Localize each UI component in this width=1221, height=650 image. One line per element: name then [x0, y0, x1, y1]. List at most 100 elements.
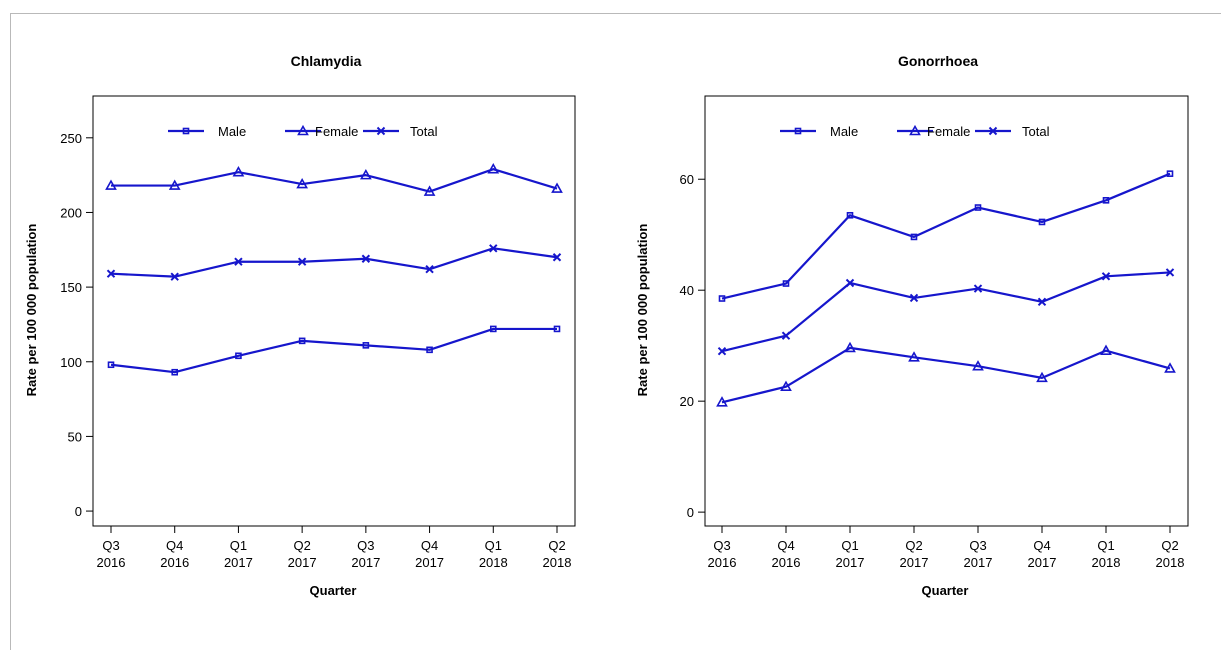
- x-axis-label: Quarter: [310, 583, 357, 598]
- data-point-female: [232, 166, 245, 177]
- data-point-female: [359, 169, 372, 180]
- data-point-total: [1101, 272, 1111, 281]
- data-point-male: [489, 325, 497, 333]
- y-tick-label: 40: [680, 283, 694, 298]
- legend-label-total: Total: [410, 124, 438, 139]
- data-point-male: [1166, 170, 1174, 177]
- series-line-total: [721, 271, 1171, 353]
- x-tick-label: Q1 2018: [1092, 538, 1121, 570]
- data-point-total: [973, 284, 983, 293]
- data-point-female: [423, 185, 436, 196]
- chlamydia-panel: Chlamydia Quarter Rate per 100 000 popul…: [24, 53, 576, 598]
- y-tick-label: 60: [680, 172, 694, 187]
- y-tick-label: 100: [60, 355, 82, 370]
- data-point-total: [425, 264, 434, 274]
- data-point-female: [1100, 344, 1112, 355]
- data-point-total: [361, 254, 371, 263]
- data-point-female: [780, 380, 792, 392]
- data-point-female: [105, 179, 117, 190]
- x-tick-label: Q1 2017: [836, 538, 865, 570]
- data-point-female: [844, 341, 856, 353]
- plot-area: [92, 95, 576, 527]
- data-point-female: [168, 179, 181, 190]
- data-point-male: [782, 280, 790, 287]
- data-point-total: [552, 253, 562, 262]
- y-tick-label: 200: [60, 205, 82, 220]
- legend-marker-female: [297, 124, 309, 136]
- x-tick-label: Q2 2018: [1156, 538, 1185, 570]
- data-point-male: [910, 233, 918, 241]
- data-point-male: [107, 361, 115, 369]
- series-line-female: [111, 168, 558, 193]
- x-tick-label: Q1 2017: [224, 538, 253, 570]
- legend-marker-male: [182, 127, 190, 135]
- x-tick-label: Q3 2016: [708, 538, 737, 570]
- data-point-total: [1165, 268, 1175, 277]
- legend-label-male: Male: [218, 124, 246, 139]
- x-tick-label: Q4 2016: [160, 538, 189, 570]
- y-axis-label: Rate per 100 000 population: [24, 224, 39, 397]
- series-line-female: [721, 346, 1171, 404]
- data-point-total: [170, 272, 179, 281]
- legend-marker-total: [376, 126, 386, 136]
- legend: Male Female Total: [168, 124, 438, 139]
- x-tick-label: Q4 2017: [415, 538, 444, 570]
- legend-label-male: Male: [830, 124, 858, 139]
- data-point-total: [781, 331, 791, 340]
- data-point-male: [362, 342, 370, 349]
- data-point-female: [908, 351, 920, 362]
- data-point-female: [551, 182, 563, 193]
- series-line-male: [721, 172, 1171, 300]
- data-point-total: [717, 347, 727, 356]
- data-point-total: [845, 278, 855, 288]
- y-axis-label: Rate per 100 000 population: [635, 224, 650, 397]
- legend-marker-total: [988, 126, 998, 136]
- data-point-male: [171, 368, 179, 376]
- series-line-male: [110, 327, 557, 374]
- data-point-total: [106, 269, 116, 278]
- gonorrhoea-panel: Gonorrhoea Quarter Rate per 100 000 popu…: [635, 53, 1189, 598]
- chart-title: Gonorrhoea: [898, 53, 978, 69]
- plot-area: [704, 95, 1189, 527]
- legend-marker-male: [794, 127, 802, 135]
- data-point-total: [297, 257, 307, 266]
- data-point-female: [972, 360, 984, 371]
- legend-label-female: Female: [315, 124, 358, 139]
- y-tick-label: 0: [687, 505, 694, 520]
- series-line-total: [110, 247, 558, 278]
- data-point-male: [426, 346, 433, 354]
- y-tick-label: 20: [680, 394, 694, 409]
- y-tick-label: 250: [60, 131, 82, 146]
- data-point-male: [298, 337, 306, 345]
- y-tick-label: 0: [75, 504, 82, 519]
- data-point-female: [296, 177, 309, 189]
- y-tick-label: 50: [68, 429, 82, 444]
- x-tick-label: Q4 2017: [1028, 538, 1057, 570]
- legend-label-total: Total: [1022, 124, 1050, 139]
- data-point-total: [489, 244, 498, 253]
- data-point-total: [1037, 297, 1047, 307]
- data-point-female: [1036, 371, 1048, 383]
- data-point-male: [846, 211, 854, 219]
- legend-label-female: Female: [927, 124, 970, 139]
- figure-frame: [10, 13, 1221, 650]
- x-tick-label: Q2 2018: [543, 538, 572, 570]
- x-tick-label: Q1 2018: [479, 538, 508, 570]
- data-point-female: [1164, 362, 1176, 373]
- x-tick-label: Q3 2017: [964, 538, 993, 570]
- x-tick-label: Q4 2016: [772, 538, 801, 570]
- data-point-male: [718, 295, 726, 302]
- legend-marker-female: [909, 124, 921, 136]
- x-tick-label: Q3 2016: [97, 538, 126, 570]
- legend: Male Female Total: [780, 124, 1050, 139]
- x-tick-label: Q3 2017: [351, 538, 380, 570]
- x-tick-label: Q2 2017: [288, 538, 317, 570]
- y-tick-label: 150: [60, 280, 82, 295]
- data-point-male: [553, 325, 561, 333]
- x-axis-label: Quarter: [922, 583, 969, 598]
- data-point-female: [716, 396, 728, 407]
- data-point-male: [1038, 218, 1046, 226]
- data-point-male: [1102, 197, 1110, 204]
- x-tick-label: Q2 2017: [900, 538, 929, 570]
